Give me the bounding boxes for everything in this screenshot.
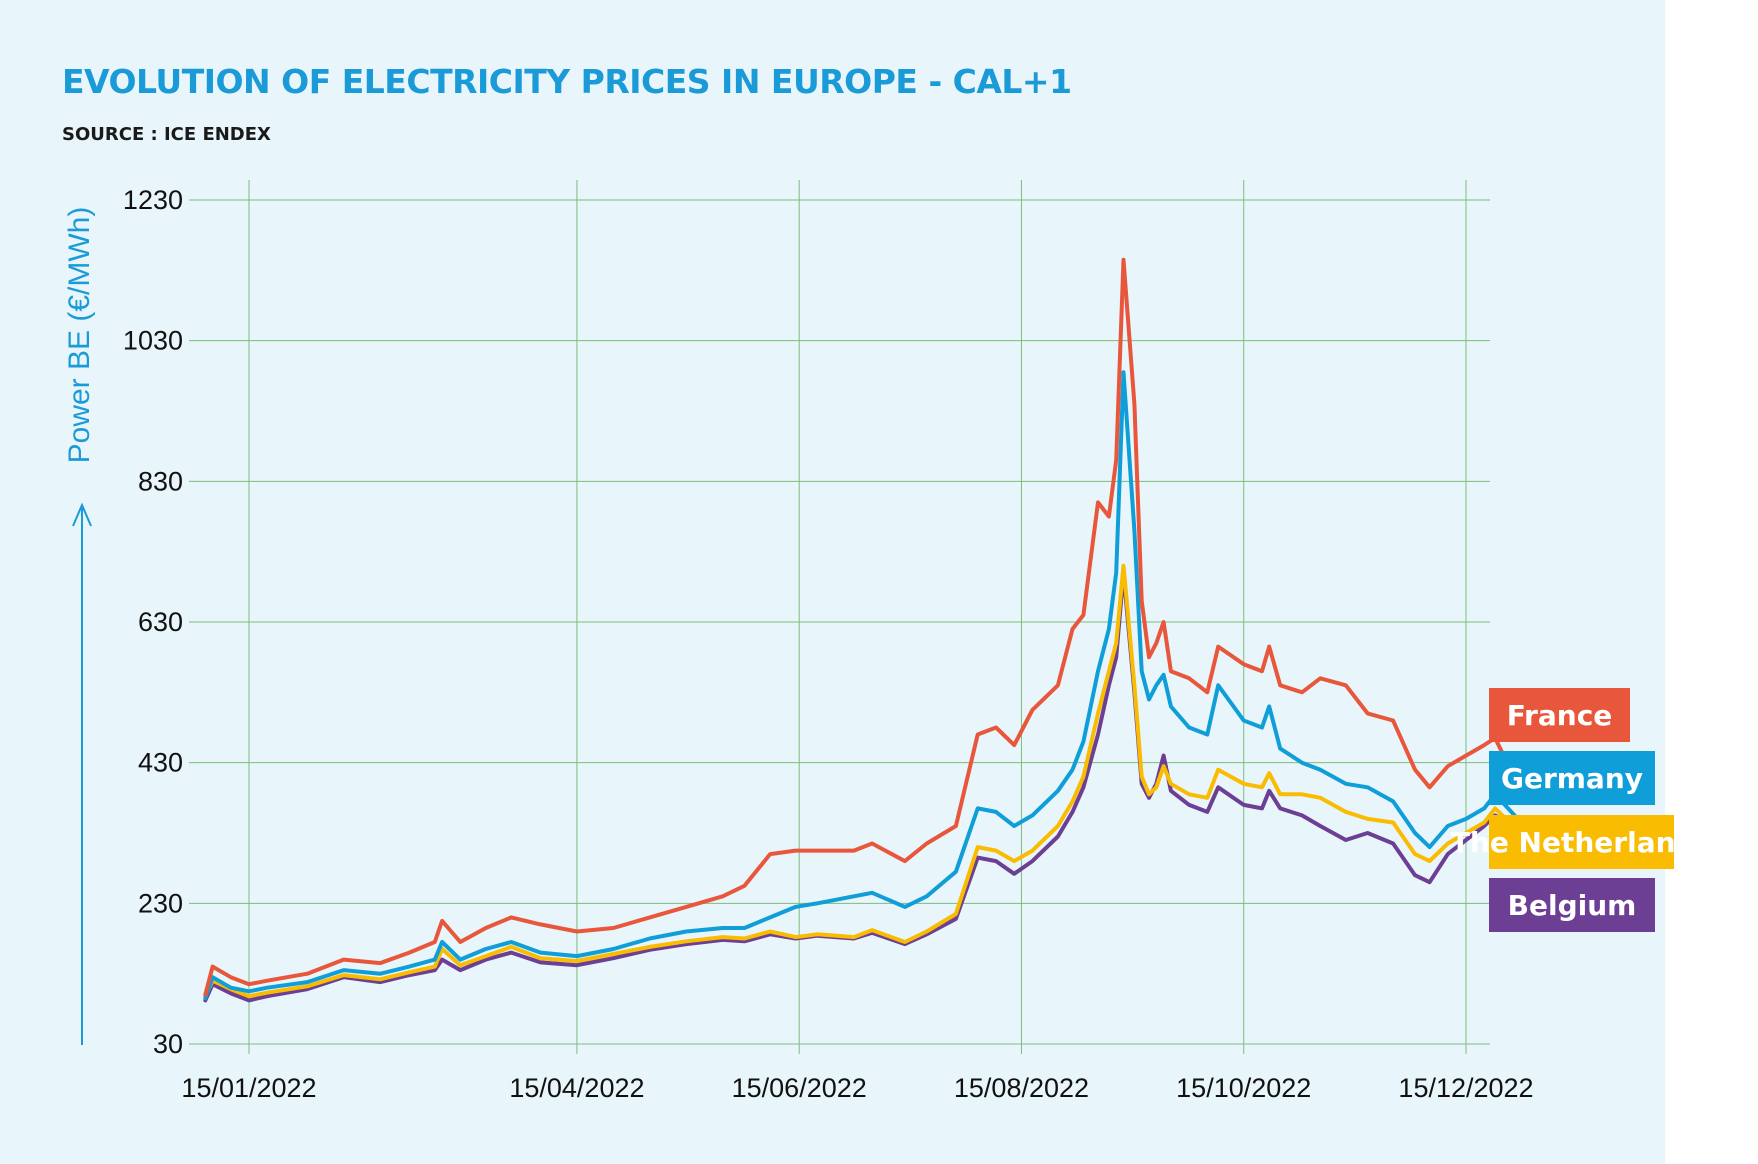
- y-axis-label: Power BE (€/MWh): [63, 207, 96, 464]
- x-tick-label: 15/04/2022: [509, 1073, 644, 1103]
- y-tick-label: 30: [153, 1029, 183, 1059]
- x-tick-label: 15/10/2022: [1176, 1073, 1311, 1103]
- legend-france: France: [1489, 688, 1630, 742]
- series-line-france: [203, 257, 1527, 997]
- chart-panel: [0, 0, 1665, 1164]
- chart-title: EVOLUTION OF ELECTRICITY PRICES IN EUROP…: [62, 62, 1072, 101]
- x-tick-label: 15/12/2022: [1398, 1073, 1533, 1103]
- y-tick-label: 1230: [123, 185, 183, 215]
- y-tick-label: 630: [138, 607, 183, 637]
- series-line-belgium: [203, 570, 1527, 1003]
- series-line-the-netherlands: [203, 563, 1527, 999]
- legend-belgium: Belgium: [1489, 878, 1655, 932]
- series-line-germany: [203, 370, 1527, 1001]
- legend-netherlands: The Netherlands: [1451, 815, 1712, 869]
- y-tick-label: 830: [138, 466, 183, 496]
- x-tick-label: 15/01/2022: [181, 1073, 316, 1103]
- x-tick-label: 15/06/2022: [732, 1073, 867, 1103]
- x-tick-label: 15/08/2022: [954, 1073, 1089, 1103]
- y-tick-label: 430: [138, 748, 183, 778]
- y-tick-label: 230: [138, 888, 183, 918]
- y-axis-arrow-head: [72, 502, 92, 527]
- y-tick-label: 1030: [123, 326, 183, 356]
- legend-germany: Germany: [1489, 751, 1655, 805]
- chart-source: SOURCE : ICE ENDEX: [62, 124, 271, 145]
